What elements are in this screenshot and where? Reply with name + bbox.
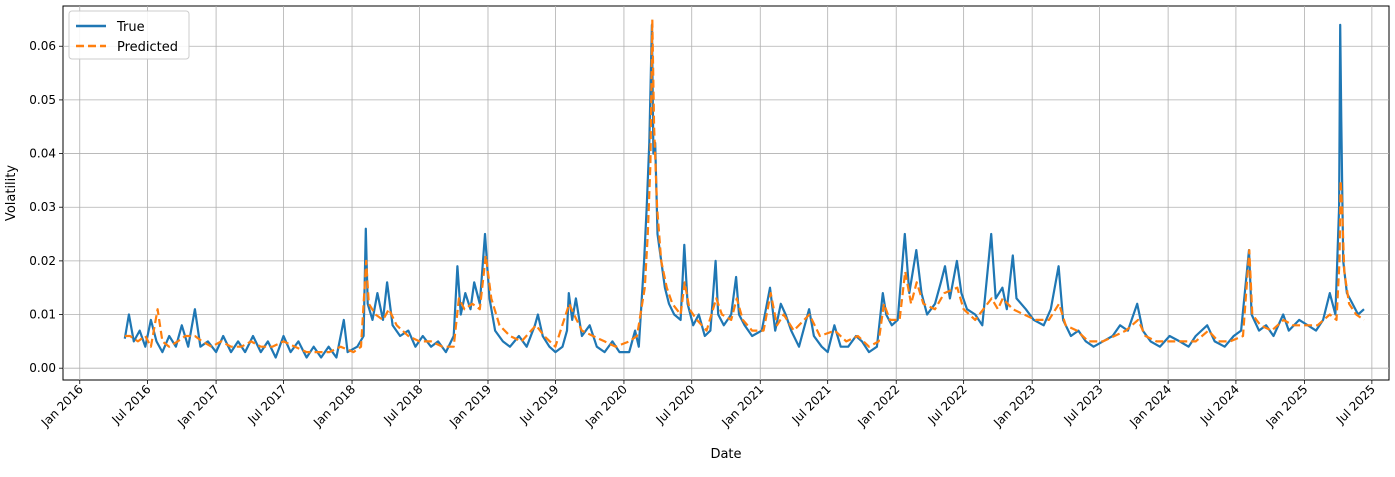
x-tick-label: Jan 2021 [718, 382, 766, 430]
x-tick-label: Jul 2019 [516, 382, 561, 427]
legend: True Predicted [68, 10, 190, 60]
x-tick-label: Jul 2024 [1197, 382, 1242, 427]
x-tick-label: Jul 2016 [109, 382, 154, 427]
x-tick-label: Jan 2019 [446, 382, 494, 430]
x-tick-label: Jul 2018 [380, 382, 425, 427]
legend-true-label: True [116, 20, 145, 35]
series-line-predicted [124, 18, 1365, 354]
x-tick-label: Jan 2018 [310, 382, 358, 430]
x-tick-label: Jan 2025 [1263, 382, 1311, 430]
y-tick-label: 0.02 [29, 254, 56, 268]
x-tick-label: Jan 2016 [38, 382, 86, 430]
legend-box [68, 10, 190, 60]
x-tick-label: Jul 2022 [925, 382, 970, 427]
series-line-true [123, 23, 1365, 359]
x-tick-label: Jul 2020 [653, 382, 698, 427]
series-layer [123, 18, 1365, 359]
y-axis-label: Volatility [4, 165, 19, 221]
plot-frame [62, 5, 1390, 381]
x-tick-label: Jan 2020 [582, 382, 630, 430]
y-axis-ticks: 0.00 0.01 0.02 0.03 0.04 0.05 0.06 [29, 39, 63, 375]
y-tick-label: 0.03 [29, 200, 56, 214]
y-tick-label: 0.01 [29, 308, 56, 322]
x-tick-label: Jan 2022 [854, 382, 902, 430]
y-tick-label: 0.05 [29, 93, 56, 107]
x-tick-label: Jan 2017 [174, 382, 222, 430]
y-tick-label: 0.04 [29, 147, 56, 161]
x-tick-label: Jan 2023 [990, 382, 1038, 430]
x-tick-label: Jul 2021 [789, 382, 834, 427]
x-tick-label: Jul 2017 [244, 382, 289, 427]
x-tick-label: Jul 2023 [1061, 382, 1106, 427]
x-tick-label: Jul 2025 [1333, 382, 1378, 427]
x-axis-label: Date [710, 447, 741, 462]
y-tick-label: 0.06 [29, 39, 56, 53]
y-tick-label: 0.00 [29, 361, 56, 375]
x-tick-label: Jan 2024 [1126, 382, 1174, 430]
x-axis-ticks: Jan 2016 Jul 2016 Jan 2017 Jul 2017 Jan 2018… [38, 380, 1378, 430]
legend-predicted-label: Predicted [117, 40, 178, 55]
